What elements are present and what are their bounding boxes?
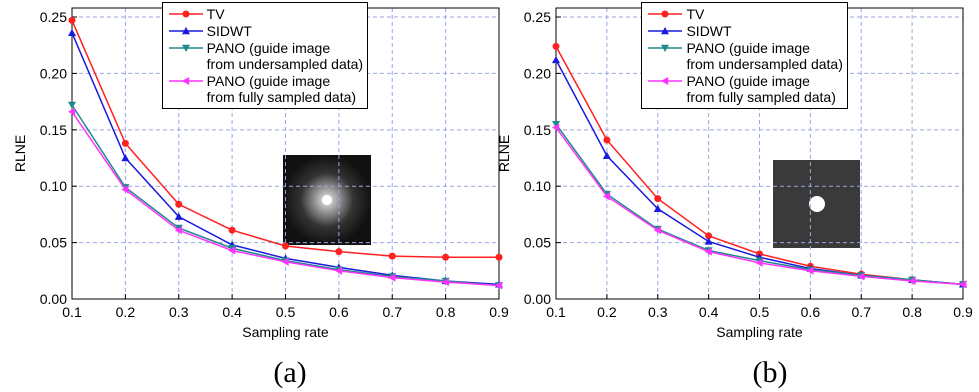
y-tick-label: 0.10	[40, 178, 67, 194]
legend-swatch	[167, 23, 207, 39]
legend-swatch	[167, 73, 207, 89]
y-tick-label: 0.20	[524, 65, 551, 81]
x-tick-label: 0.9	[489, 304, 509, 320]
marker	[603, 136, 610, 143]
x-tick-label: 0.8	[436, 304, 456, 320]
marker	[182, 11, 189, 18]
marker	[442, 254, 449, 261]
x-tick-label: 0.7	[852, 304, 872, 320]
marker	[662, 11, 669, 18]
legend-label: PANO (guide image from undersampled data…	[686, 40, 842, 72]
x-tick-label: 0.3	[648, 304, 668, 320]
y-tick-label: 0.15	[40, 122, 67, 138]
inset-image	[283, 155, 371, 245]
x-tick-label: 0.6	[329, 304, 349, 320]
marker	[552, 56, 560, 63]
x-axis-label: Sampling rate	[242, 324, 329, 340]
legend-entry: PANO (guide image from fully sampled dat…	[646, 73, 842, 105]
legend-entry: PANO (guide image from fully sampled dat…	[167, 73, 363, 105]
marker	[122, 140, 129, 147]
marker	[282, 242, 289, 249]
y-tick-label: 0.20	[40, 65, 67, 81]
figure: 0.000.050.100.150.200.250.10.20.30.40.50…	[0, 0, 979, 392]
legend-label: PANO (guide image from fully sampled dat…	[686, 73, 835, 105]
caption: (b)	[753, 356, 788, 389]
marker	[654, 195, 661, 202]
marker	[553, 43, 560, 50]
marker	[335, 248, 342, 255]
marker	[175, 201, 182, 208]
legend-swatch	[646, 40, 686, 56]
x-tick-label: 0.2	[116, 304, 136, 320]
x-tick-label: 0.1	[62, 304, 82, 320]
x-axis-label: Sampling rate	[716, 324, 803, 340]
marker	[603, 152, 611, 159]
legend-entry: PANO (guide image from undersampled data…	[167, 40, 363, 72]
x-tick-label: 0.4	[222, 304, 242, 320]
y-tick-label: 0.05	[40, 235, 67, 251]
legend-entry: SIDWT	[167, 23, 363, 39]
marker	[705, 237, 713, 244]
legend-entry: TV	[646, 6, 842, 22]
legend-swatch	[167, 6, 207, 22]
marker	[69, 17, 76, 24]
x-tick-label: 0.1	[546, 304, 566, 320]
legend-swatch	[646, 73, 686, 89]
y-axis-label: RLNE	[496, 135, 512, 172]
legend-label: TV	[207, 6, 225, 22]
y-tick-label: 0.05	[524, 235, 551, 251]
legend-label: SIDWT	[686, 23, 731, 39]
marker	[182, 77, 189, 85]
y-tick-label: 0.15	[524, 122, 551, 138]
legend-label: PANO (guide image from fully sampled dat…	[207, 73, 356, 105]
marker	[389, 253, 396, 260]
marker	[68, 29, 76, 36]
legend-label: TV	[686, 6, 704, 22]
marker	[229, 227, 236, 234]
x-tick-label: 0.4	[699, 304, 719, 320]
marker	[68, 102, 76, 109]
x-tick-label: 0.7	[383, 304, 403, 320]
marker	[661, 77, 668, 85]
x-tick-label: 0.5	[750, 304, 770, 320]
caption: (a)	[273, 356, 306, 389]
legend-entry: SIDWT	[646, 23, 842, 39]
legend-label: SIDWT	[207, 23, 252, 39]
x-tick-label: 0.2	[597, 304, 617, 320]
x-tick-label: 0.5	[276, 304, 296, 320]
x-tick-label: 0.6	[801, 304, 821, 320]
legend-swatch	[167, 40, 207, 56]
legend-label: PANO (guide image from undersampled data…	[207, 40, 363, 72]
y-axis-label: RLNE	[12, 135, 28, 172]
x-tick-label: 0.9	[953, 304, 973, 320]
y-tick-label: 0.25	[524, 9, 551, 25]
legend-entry: TV	[167, 6, 363, 22]
legend-swatch	[646, 6, 686, 22]
y-tick-label: 0.25	[40, 9, 67, 25]
inset-image	[773, 160, 860, 248]
x-tick-label: 0.8	[902, 304, 922, 320]
x-tick-label: 0.3	[169, 304, 189, 320]
legend-swatch	[646, 23, 686, 39]
y-tick-label: 0.10	[524, 178, 551, 194]
marker	[496, 254, 503, 261]
marker	[121, 154, 129, 161]
legend-entry: PANO (guide image from undersampled data…	[646, 40, 842, 72]
